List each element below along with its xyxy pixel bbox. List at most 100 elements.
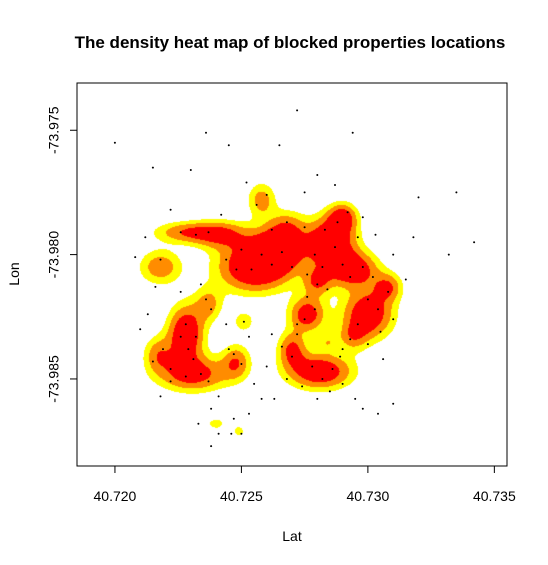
property-point — [361, 266, 364, 268]
property-point — [240, 363, 243, 365]
property-point — [316, 397, 319, 400]
property-point — [159, 395, 162, 398]
property-point — [210, 308, 213, 311]
property-point — [250, 268, 253, 271]
property-point — [265, 193, 268, 196]
plot-area — [76, 82, 508, 467]
property-point — [379, 330, 382, 333]
property-point — [392, 253, 395, 256]
property-point — [134, 256, 137, 259]
property-point — [139, 328, 142, 331]
property-point — [280, 345, 283, 348]
property-point — [205, 298, 207, 301]
x-tick-label: 40.735 — [473, 488, 516, 504]
property-point — [341, 382, 344, 385]
property-point — [349, 338, 352, 341]
property-point — [341, 263, 344, 266]
property-point — [169, 208, 172, 211]
property-point — [273, 397, 276, 400]
property-point — [296, 109, 299, 112]
property-point — [179, 231, 182, 234]
property-point — [331, 368, 334, 370]
property-point — [361, 407, 364, 410]
property-point — [447, 253, 450, 256]
property-point — [374, 233, 377, 236]
property-point — [280, 251, 283, 254]
property-point — [316, 174, 319, 176]
property-point — [339, 355, 342, 358]
property-point — [346, 211, 349, 214]
property-point — [270, 333, 273, 336]
property-point — [270, 263, 273, 266]
x-axis: 40.720 40.725 40.730 40.735 — [94, 465, 516, 504]
property-point — [225, 258, 228, 261]
density-heat-layer — [77, 83, 507, 466]
property-point — [361, 216, 364, 219]
property-point — [392, 318, 395, 321]
property-point — [151, 360, 154, 363]
property-point — [306, 295, 309, 298]
property-point — [227, 348, 230, 351]
property-point — [278, 144, 281, 147]
x-tick-label: 40.725 — [220, 488, 263, 504]
property-point — [169, 368, 172, 370]
property-point — [235, 268, 238, 271]
property-point — [321, 266, 324, 268]
property-point — [113, 141, 116, 144]
property-point — [455, 191, 458, 194]
property-point — [291, 355, 293, 358]
property-point — [217, 395, 220, 398]
property-point — [306, 273, 309, 276]
property-point — [354, 397, 357, 400]
property-point — [303, 191, 306, 194]
property-point — [321, 378, 324, 380]
y-tick-label: -73.980 — [46, 231, 62, 279]
property-point — [356, 323, 359, 326]
property-point — [392, 402, 395, 405]
property-point — [323, 228, 326, 231]
property-point — [230, 432, 233, 435]
property-point — [296, 323, 299, 326]
property-point — [303, 318, 306, 321]
property-point — [192, 358, 195, 361]
property-point — [232, 417, 235, 420]
property-point — [242, 320, 245, 323]
property-point — [311, 365, 314, 368]
property-point — [207, 231, 210, 234]
property-point — [336, 221, 339, 224]
property-point — [253, 382, 256, 385]
property-point — [197, 422, 200, 425]
property-point — [184, 323, 187, 326]
property-point — [412, 236, 415, 239]
property-point — [217, 432, 220, 435]
property-point — [404, 278, 407, 281]
x-axis-label: Lat — [282, 528, 302, 544]
property-points — [113, 109, 476, 448]
property-point — [179, 335, 182, 338]
property-point — [225, 323, 228, 326]
property-point — [326, 288, 329, 291]
property-point — [189, 169, 192, 171]
property-point — [341, 348, 344, 351]
property-point — [313, 308, 316, 311]
property-point — [240, 432, 243, 435]
property-point — [303, 226, 306, 229]
property-point — [316, 283, 319, 286]
property-point — [371, 276, 374, 278]
property-point — [187, 348, 190, 351]
y-tick-label: -73.985 — [46, 355, 62, 403]
property-point — [151, 166, 154, 169]
x-tick-label: 40.730 — [346, 488, 389, 504]
property-point — [169, 380, 172, 383]
property-point — [473, 241, 476, 244]
property-point — [351, 131, 354, 134]
property-point — [301, 385, 304, 388]
property-point — [184, 375, 187, 378]
property-point — [285, 378, 288, 380]
property-point — [207, 380, 210, 383]
property-point — [210, 445, 213, 448]
chart-title: The density heat map of blocked properti… — [75, 33, 506, 52]
property-point — [291, 266, 293, 268]
property-point — [248, 412, 250, 415]
